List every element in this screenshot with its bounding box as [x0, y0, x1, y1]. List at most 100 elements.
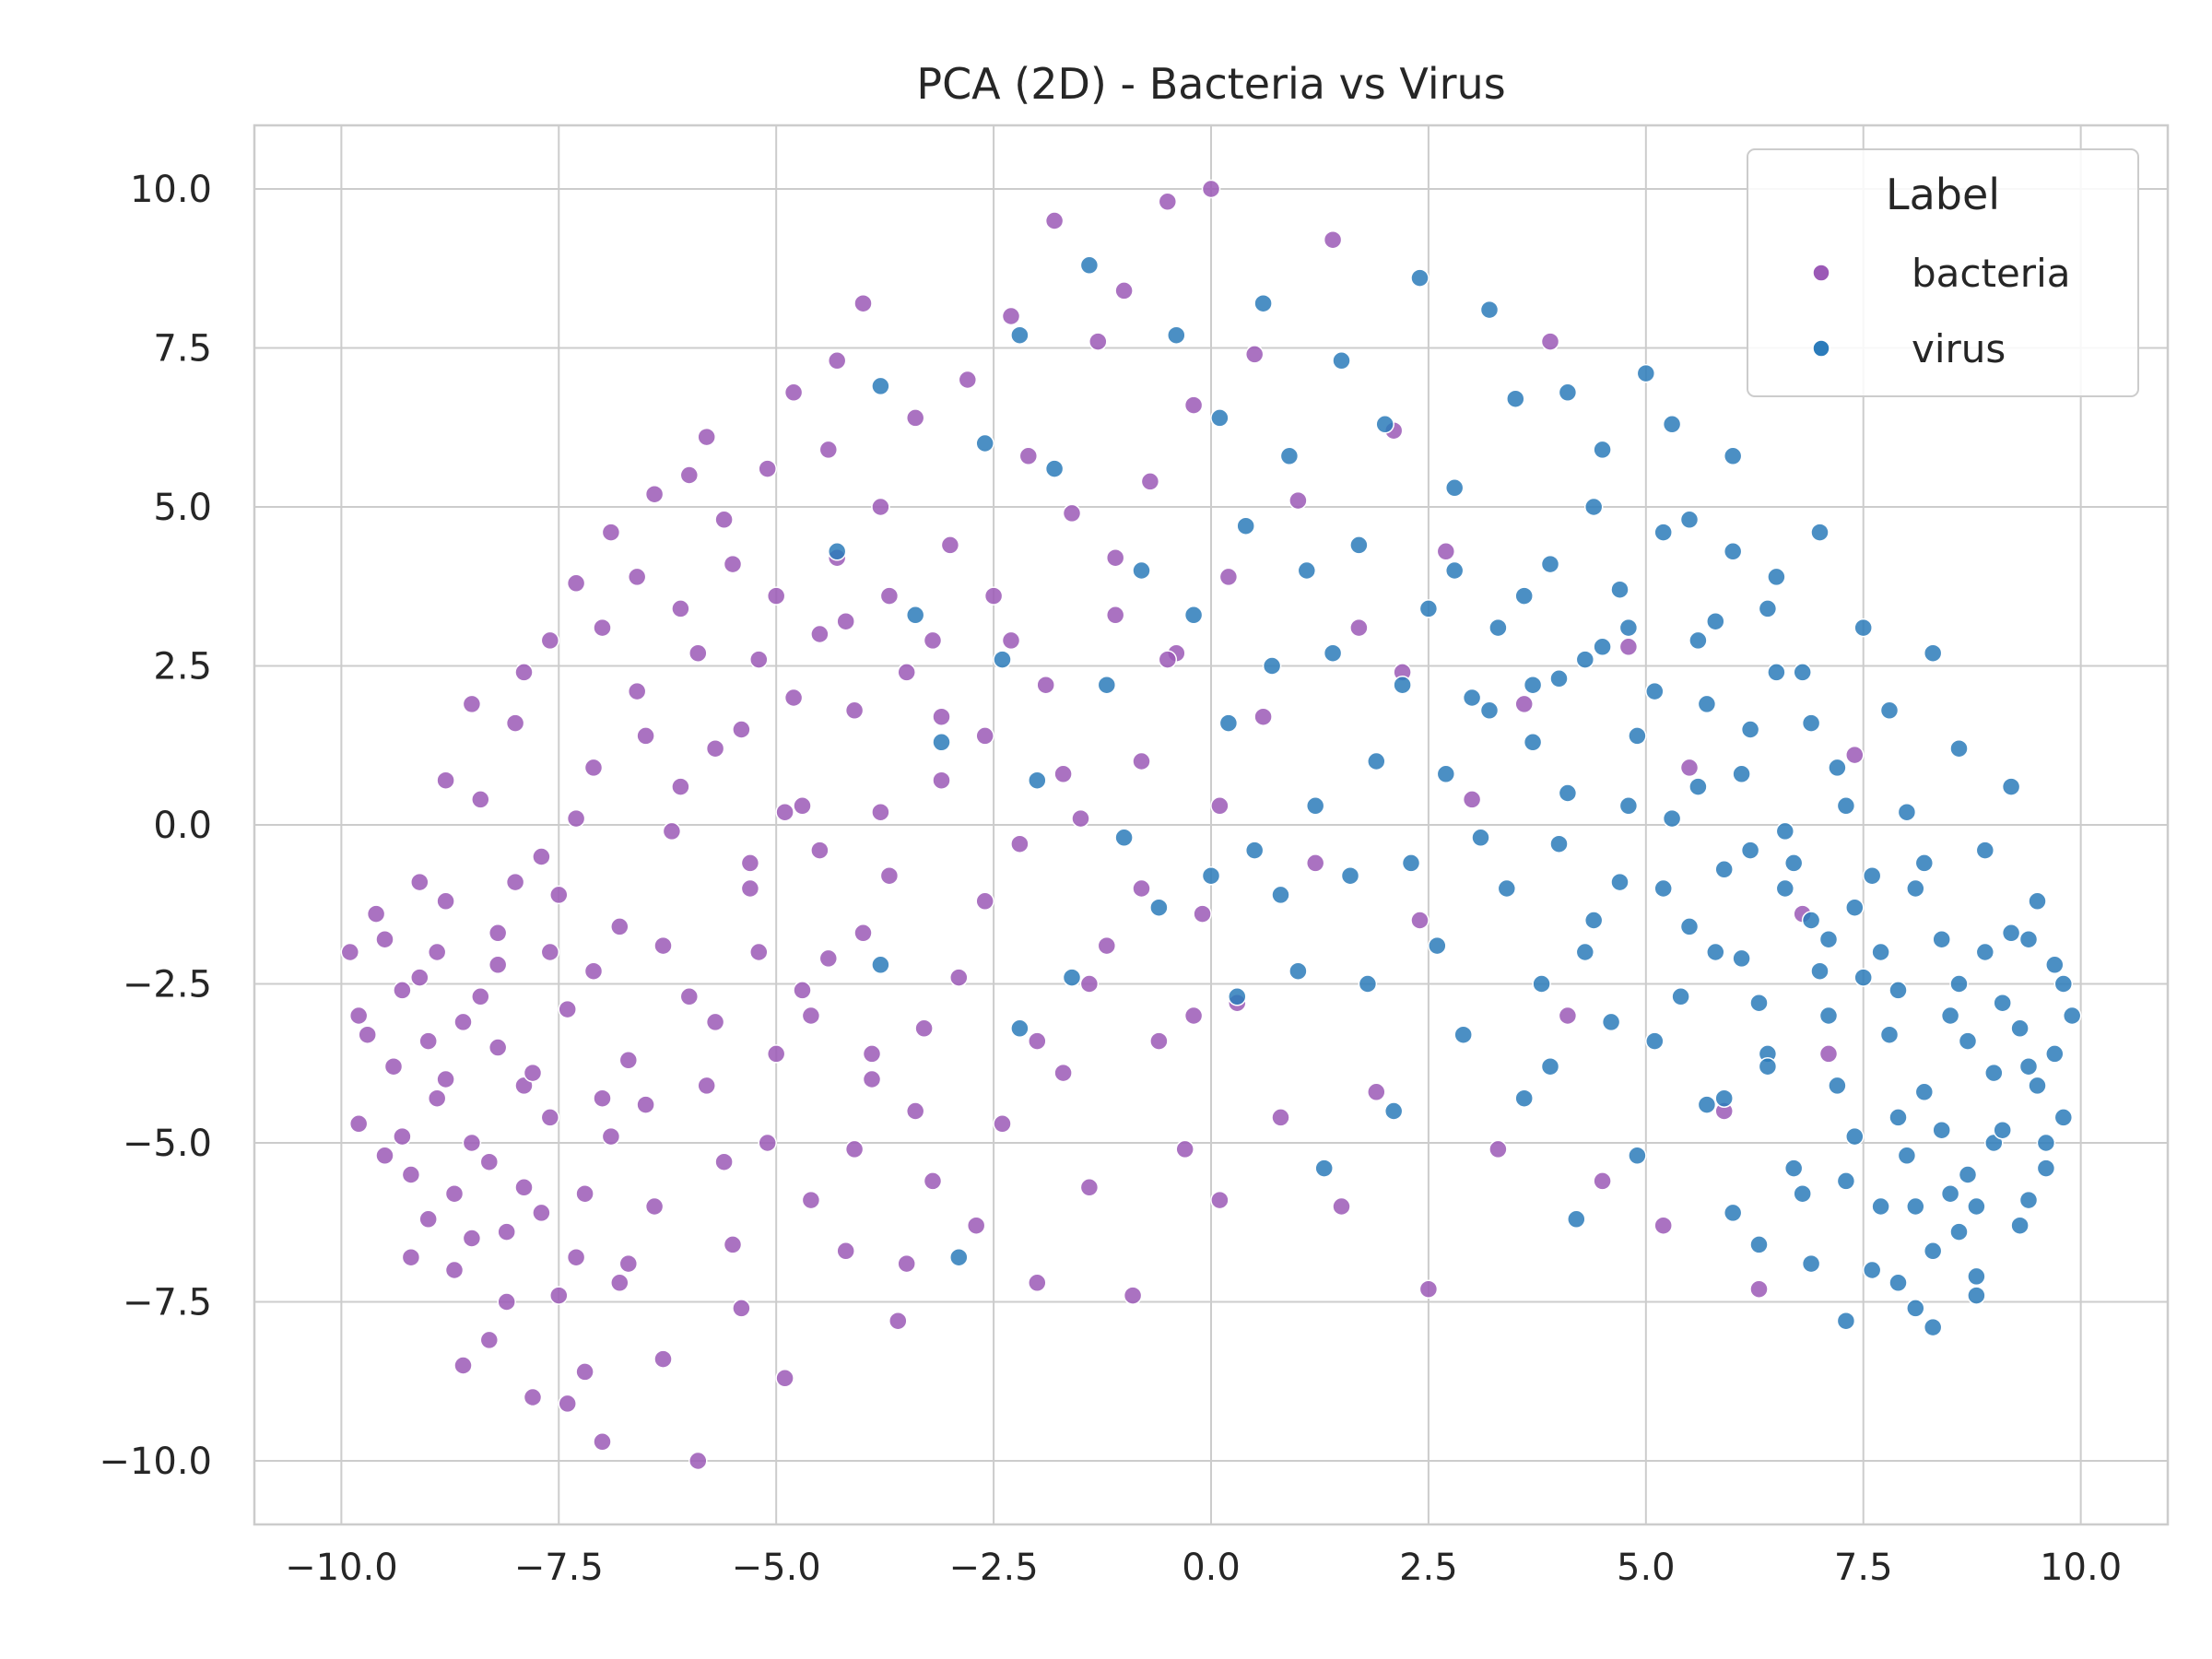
virus-point [1853, 618, 1873, 638]
bacteria-point [975, 726, 994, 746]
virus-point [1758, 599, 1778, 618]
virus-point [1149, 898, 1169, 917]
virus-point [1262, 656, 1282, 676]
virus-point [2036, 1159, 2056, 1178]
bacteria-point [393, 981, 412, 1000]
virus-point [1828, 758, 1847, 778]
bacteria-point [1618, 637, 1639, 657]
bacteria-point [636, 726, 655, 746]
bacteria-point [783, 688, 804, 708]
bacteria-point [1436, 542, 1456, 561]
bacteria-point [418, 1209, 438, 1230]
virus-point [1984, 1063, 2004, 1083]
bacteria-point [393, 1126, 412, 1147]
virus-point [1662, 808, 1682, 829]
bacteria-point [627, 567, 647, 587]
bacteria-point [1749, 1279, 1769, 1299]
virus-point [1845, 898, 1865, 917]
bacteria-point [593, 1432, 612, 1452]
bacteria-point [366, 904, 386, 924]
bacteria-point [575, 1362, 594, 1382]
bacteria-point [340, 942, 360, 962]
bacteria-point [836, 1241, 855, 1261]
virus-point [1410, 268, 1430, 288]
bacteria-point [1158, 650, 1178, 669]
virus-point [1967, 1286, 1986, 1305]
virus-point [1288, 961, 1308, 981]
virus-point [1706, 611, 1725, 631]
virus-point [2062, 1006, 2082, 1026]
virus-point [1462, 688, 1482, 708]
bacteria-point [583, 961, 604, 981]
virus-point [905, 606, 925, 625]
bacteria-point [827, 351, 847, 371]
bacteria-point [705, 738, 725, 759]
x-tick-label: 5.0 [1617, 1547, 1676, 1589]
virus-point [1236, 516, 1255, 535]
bacteria-point [488, 955, 508, 975]
bacteria-point [871, 497, 890, 517]
bacteria-point [905, 408, 925, 428]
virus-point [1514, 586, 1534, 606]
bacteria-point [793, 796, 812, 816]
virus-point [2018, 929, 2039, 949]
virus-point [1636, 363, 1656, 383]
bacteria-point [1410, 911, 1430, 930]
x-tick-label: 0.0 [1182, 1547, 1241, 1589]
virus-point [1940, 1006, 1960, 1026]
bacteria-point [566, 573, 586, 594]
bacteria-point [618, 1253, 639, 1274]
virus-point [1923, 1317, 1943, 1337]
bacteria-point [758, 1133, 777, 1153]
bacteria-point [1010, 834, 1030, 853]
virus-point [1210, 408, 1230, 428]
virus-point [1949, 1222, 1969, 1241]
virus-point [1801, 911, 1821, 930]
bacteria-point [697, 1076, 716, 1096]
virus-point [1836, 796, 1856, 816]
bacteria-point [1332, 1196, 1351, 1217]
x-tick-label: 10.0 [2040, 1547, 2122, 1589]
bacteria-point [471, 987, 490, 1006]
bacteria-point [1088, 332, 1108, 351]
virus-point [1706, 942, 1725, 962]
virus-point [1583, 911, 1604, 930]
bacteria-point [662, 821, 682, 841]
bacteria-point [1028, 1031, 1047, 1051]
bacteria-point [348, 1006, 369, 1026]
legend-marker-virus [1812, 339, 1830, 358]
data-points [340, 179, 2082, 1471]
bacteria-point [914, 1018, 934, 1039]
virus-point [871, 955, 890, 975]
virus-point [1888, 1108, 1908, 1127]
virus-point [1444, 478, 1465, 498]
virus-point [827, 542, 847, 561]
virus-point [993, 650, 1012, 669]
virus-point [1593, 637, 1612, 657]
bacteria-point [610, 917, 629, 936]
virus-point [1506, 389, 1525, 408]
virus-point [2018, 1190, 2039, 1210]
bacteria-point [566, 1247, 586, 1267]
virus-point [2036, 1133, 2056, 1153]
virus-point [1818, 929, 1839, 949]
bacteria-point [749, 942, 769, 962]
bacteria-point [1158, 192, 1178, 212]
bacteria-point [618, 1051, 639, 1070]
bacteria-point [1653, 1216, 1673, 1235]
virus-point [1028, 771, 1047, 790]
bacteria-point [818, 440, 839, 460]
bacteria-point [1201, 179, 1221, 199]
bacteria-point [783, 382, 804, 403]
bacteria-point [1132, 751, 1151, 771]
virus-point [1444, 560, 1465, 581]
bacteria-point [862, 1069, 882, 1089]
virus-point [1723, 542, 1743, 561]
x-tick-label: −10.0 [285, 1547, 398, 1589]
virus-point [1244, 841, 1265, 860]
virus-point [2045, 1044, 2065, 1064]
virus-point [1540, 1056, 1560, 1077]
virus-point [1845, 1126, 1865, 1147]
virus-point [1297, 560, 1317, 581]
bacteria-point [453, 1012, 473, 1032]
